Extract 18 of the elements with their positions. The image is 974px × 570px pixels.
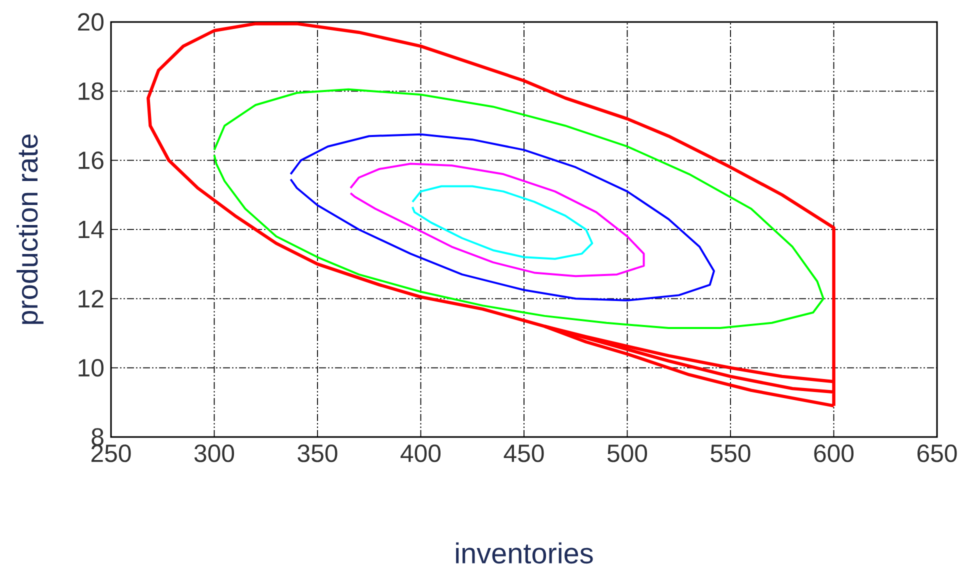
x-tick-label: 250: [91, 444, 131, 462]
x-tick-label: 450: [504, 444, 544, 462]
y-tick-label: 14: [78, 220, 104, 238]
x-tick-label: 600: [814, 444, 854, 462]
y-tick-label: 16: [78, 152, 104, 170]
y-tick-label: 8: [92, 428, 104, 446]
x-tick-label: 650: [917, 444, 957, 462]
x-axis-title: inventories: [456, 542, 593, 564]
x-tick-label: 550: [710, 444, 750, 462]
x-tick-label: 500: [607, 444, 648, 462]
y-axis-title: production rate: [16, 134, 44, 324]
x-tick-label: 400: [400, 444, 441, 462]
y-tick-label: 20: [78, 13, 104, 31]
y-tick-label: 12: [78, 290, 104, 308]
x-tick-label: 350: [298, 444, 338, 462]
x-tick-label: 300: [194, 444, 234, 462]
y-tick-label: 18: [78, 82, 104, 100]
y-tick-label: 10: [78, 359, 104, 377]
